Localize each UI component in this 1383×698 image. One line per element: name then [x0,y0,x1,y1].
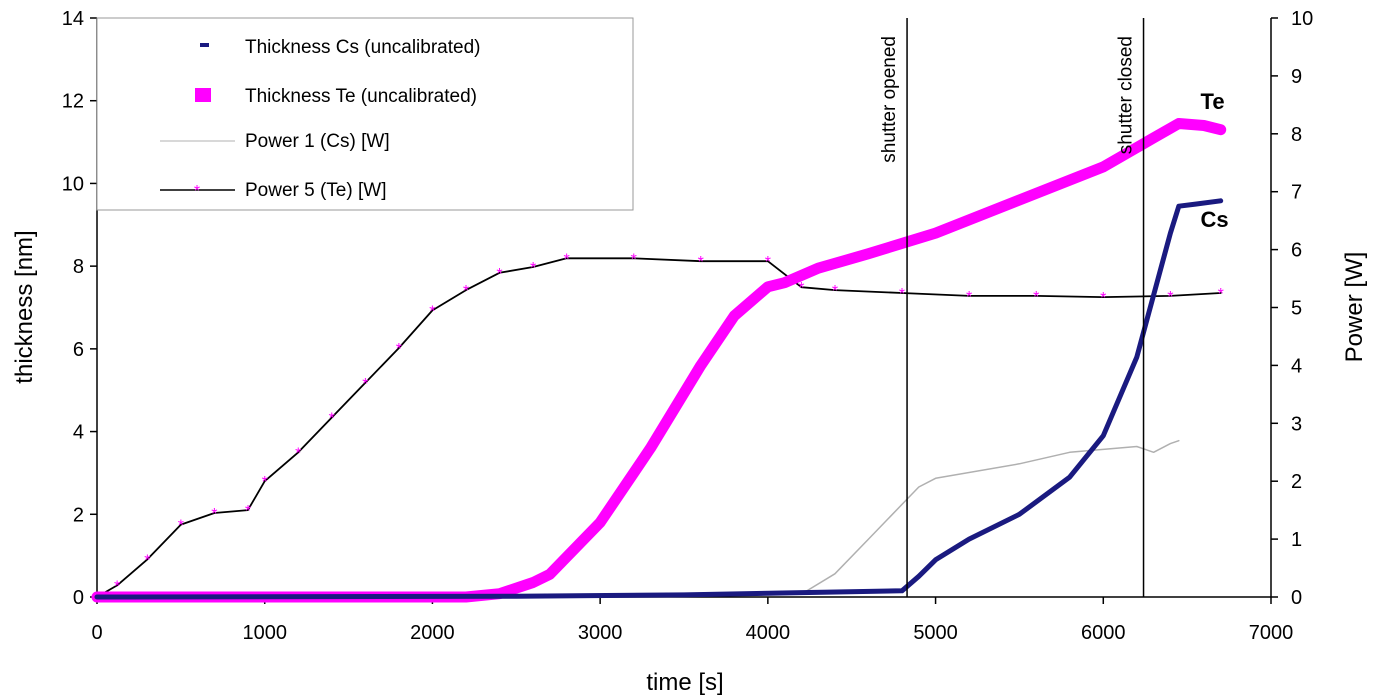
power5-marker: * [966,289,972,306]
x-axis-title: time [s] [646,669,723,696]
power5-marker: * [178,518,184,535]
x-tick-label: 2000 [410,622,455,644]
y-tick-label: 14 [62,8,84,30]
y-tick-label: 12 [62,91,84,113]
power5-marker: * [1218,286,1224,303]
y2-tick-label: 10 [1291,8,1313,30]
y-tick-label: 2 [73,504,84,526]
power5-marker: * [530,260,536,277]
legend: Thickness Cs (uncalibrated) Thickness Te… [96,17,634,211]
y2-tick-label: 8 [1291,124,1302,146]
x-tick-label: 3000 [578,622,623,644]
power5-marker: * [114,578,120,595]
power5-marker: * [1033,289,1039,306]
series-power1-cs [96,439,1180,598]
power5-marker: * [496,266,502,283]
ticks: 0 1000 2000 3000 4000 5000 6000 700002468101214… [62,8,1314,644]
y-axis-title: thickness [nm] [11,230,38,383]
shutter-opened-annotation: shutter opened [879,36,900,163]
power5-marker: * [1167,289,1173,306]
legend-box [96,17,634,211]
x-tick-label: 7000 [1249,622,1294,644]
y-tick-label: 8 [73,256,84,278]
legend-marker-power5-star: * [194,183,200,200]
y2-tick-label: 7 [1291,182,1302,204]
y2-tick-label: 1 [1291,529,1302,551]
legend-marker-cs [200,43,209,47]
te-series-label: Te [1201,89,1225,114]
y2-tick-label: 3 [1291,413,1302,435]
power5-marker: * [396,341,402,358]
series-layer: * * * * * * * * * * * * * * * * * * * * * * * * * * * [91,118,1227,607]
y2-tick-label: 5 [1291,298,1302,320]
power5-marker: * [563,251,569,268]
power5-marker: * [765,254,771,271]
power5-marker: * [463,283,469,300]
power5-marker: * [362,376,368,393]
x-tick-label: 1000 [242,622,287,644]
power5-marker: * [1100,290,1106,307]
legend-label-power5: Power 5 (Te) [W] [245,180,386,201]
series-thickness-te [91,118,1227,603]
power5-marker: * [698,254,704,271]
power5-marker: * [295,445,301,462]
power5-marker: * [211,506,217,523]
y-tick-label: 4 [73,422,84,444]
power5-marker: * [832,283,838,300]
legend-label-power1: Power 1 (Cs) [W] [245,131,390,152]
x-tick-label: 0 [91,622,102,644]
x-tick-label: 4000 [746,622,791,644]
shutter-closed-annotation: shutter closed [1116,36,1137,154]
y2-tick-label: 4 [1291,355,1302,377]
series-power5-te [96,257,1222,598]
annotation-layer: shutter opened shutter closed Te Cs [879,18,1229,597]
y-tick-label: 10 [62,173,84,195]
legend-marker-te [195,88,211,102]
y2-tick-label: 6 [1291,240,1302,262]
cs-series-label: Cs [1201,207,1229,232]
power5-marker: * [245,503,251,520]
x-tick-label: 6000 [1081,622,1126,644]
power5-marker: * [631,251,637,268]
y2-tick-label: 9 [1291,66,1302,88]
legend-label-te: Thickness Te (uncalibrated) [245,86,477,107]
power5-marker: * [429,303,435,320]
legend-label-cs: Thickness Cs (uncalibrated) [245,37,480,58]
y-tick-label: 0 [73,587,84,609]
series-thickness-cs [94,198,1224,600]
power5-marker: * [262,474,268,491]
power5-marker: * [329,411,335,428]
power5-marker: * [144,552,150,569]
power5-marker: * [899,286,905,303]
y2-axis-title: Power [W] [1341,252,1368,363]
y2-tick-label: 0 [1291,587,1302,609]
power5-marker: * [798,280,804,297]
x-tick-label: 5000 [913,622,958,644]
y2-tick-label: 2 [1291,471,1302,493]
y-tick-label: 6 [73,339,84,361]
